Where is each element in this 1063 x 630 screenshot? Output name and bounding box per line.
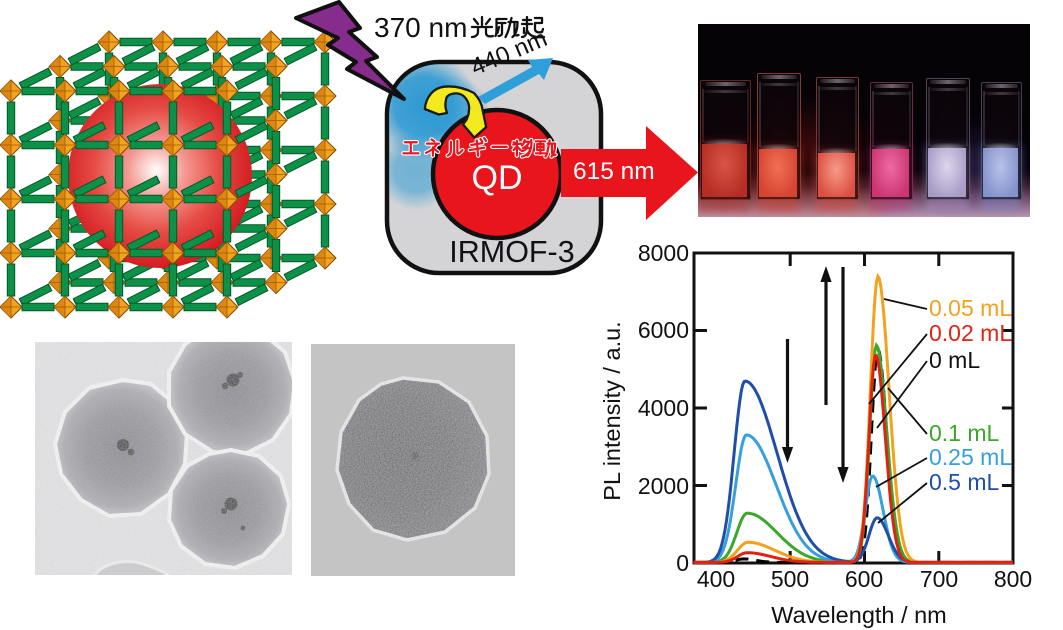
svg-text:0.25 mL: 0.25 mL	[929, 444, 1012, 470]
svg-text:700: 700	[920, 566, 958, 592]
svg-text:0.5 mL: 0.5 mL	[929, 469, 1000, 495]
svg-text:PL intensity / a.u.: PL intensity / a.u.	[599, 321, 625, 500]
svg-text:500: 500	[771, 566, 809, 592]
svg-text:400: 400	[697, 566, 735, 592]
svg-text:QD: QD	[472, 159, 523, 197]
svg-text:600: 600	[845, 566, 883, 592]
svg-text:4000: 4000	[638, 395, 689, 421]
svg-text:800: 800	[994, 566, 1032, 592]
svg-text:Wavelength / nm: Wavelength / nm	[771, 602, 946, 628]
svg-text:0.02 mL: 0.02 mL	[929, 320, 1012, 346]
svg-text:2000: 2000	[638, 473, 689, 499]
svg-text:0: 0	[676, 550, 689, 576]
svg-text:615 nm: 615 nm	[573, 158, 655, 185]
svg-text:IRMOF-3: IRMOF-3	[449, 235, 574, 269]
svg-text:8000: 8000	[638, 240, 689, 266]
svg-text:6000: 6000	[638, 317, 689, 343]
svg-text:370 nm: 370 nm	[374, 12, 467, 43]
svg-text:0 mL: 0 mL	[929, 347, 980, 373]
svg-text:0.05 mL: 0.05 mL	[929, 295, 1012, 321]
svg-text:0.1 mL: 0.1 mL	[929, 420, 1000, 446]
